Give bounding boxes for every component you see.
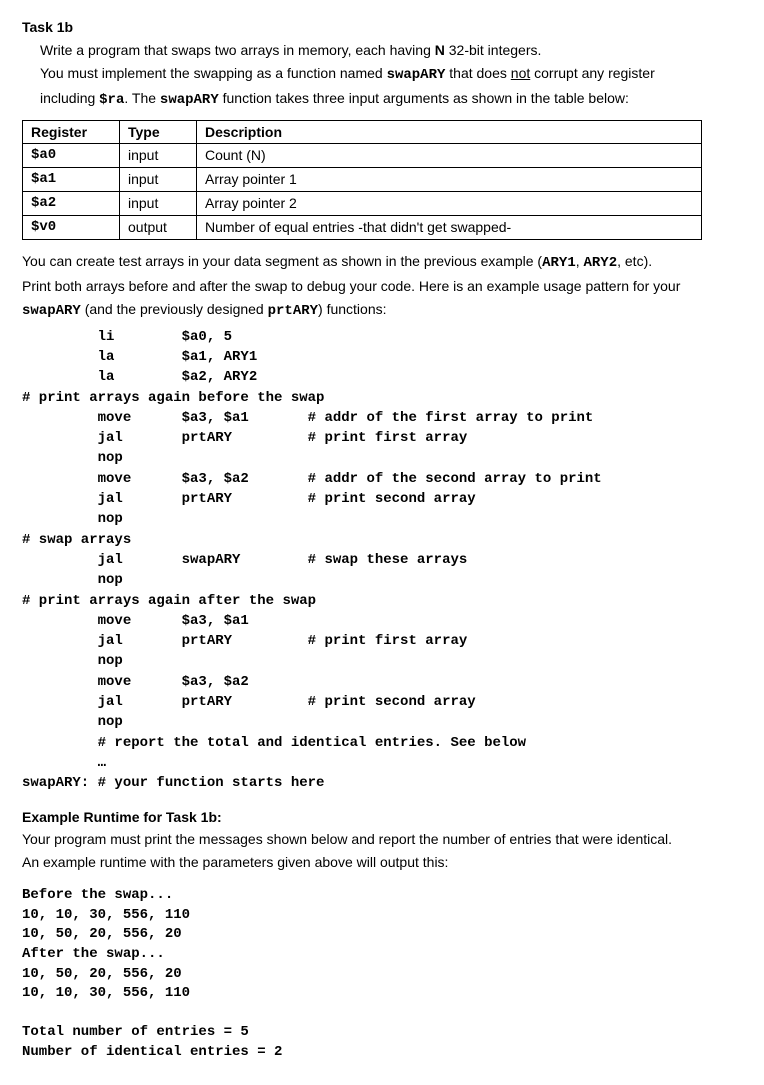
N-symbol: N: [435, 42, 445, 58]
cell-type: input: [120, 192, 197, 216]
table-header-row: Register Type Description: [23, 120, 702, 144]
not-word: not: [511, 65, 530, 81]
ary1: ARY1: [542, 255, 576, 271]
mid-paragraph: You can create test arrays in your data …: [22, 252, 742, 321]
task-line1: Write a program that swaps two arrays in…: [40, 41, 742, 60]
table-row: $v0 output Number of equal entries -that…: [23, 216, 702, 240]
text: Write a program that swaps two arrays in…: [40, 42, 435, 58]
text: including: [40, 90, 99, 106]
col-type: Type: [120, 120, 197, 144]
cell-desc: Array pointer 2: [197, 192, 702, 216]
ra-reg: $ra: [99, 92, 124, 108]
cell-type: input: [120, 168, 197, 192]
code-block: li $a0, 5 la $a1, ARY1 la $a2, ARY2 # pr…: [22, 327, 742, 794]
cell-reg: $v0: [23, 216, 120, 240]
example-heading: Example Runtime for Task 1b:: [22, 808, 742, 827]
ary2: ARY2: [584, 255, 618, 271]
cell-desc: Array pointer 1: [197, 168, 702, 192]
mid-line3: swapARY (and the previously designed prt…: [22, 300, 742, 321]
task-line3: including $ra. The swapARY function take…: [40, 89, 742, 110]
fn-name: swapARY: [160, 92, 219, 108]
task-title: Task 1b: [22, 18, 742, 37]
col-description: Description: [197, 120, 702, 144]
cell-type: output: [120, 216, 197, 240]
example-section: Example Runtime for Task 1b: Your progra…: [22, 808, 742, 873]
mid-line1: You can create test arrays in your data …: [22, 252, 742, 273]
text: (and the previously designed: [81, 301, 268, 317]
cell-desc: Number of equal entries -that didn't get…: [197, 216, 702, 240]
register-table: Register Type Description $a0 input Coun…: [22, 120, 702, 240]
text: 32-bit integers.: [445, 42, 542, 58]
task-line2: You must implement the swapping as a fun…: [40, 64, 742, 85]
table-row: $a1 input Array pointer 1: [23, 168, 702, 192]
cell-reg: $a1: [23, 168, 120, 192]
text: You must implement the swapping as a fun…: [40, 65, 387, 81]
fn-name: prtARY: [268, 303, 318, 319]
text: corrupt any register: [530, 65, 655, 81]
task-header: Task 1b Write a program that swaps two a…: [22, 18, 742, 110]
text: You can create test arrays in your data …: [22, 253, 542, 269]
cell-reg: $a0: [23, 144, 120, 168]
fn-name: swapARY: [22, 303, 81, 319]
mid-line2: Print both arrays before and after the s…: [22, 277, 742, 296]
text: . The: [124, 90, 160, 106]
col-register: Register: [23, 120, 120, 144]
text: ) functions:: [318, 301, 386, 317]
cell-type: input: [120, 144, 197, 168]
example-p2: An example runtime with the parameters g…: [22, 853, 742, 872]
text: , etc).: [617, 253, 652, 269]
cell-reg: $a2: [23, 192, 120, 216]
fn-name: swapARY: [387, 67, 446, 83]
table-row: $a0 input Count (N): [23, 144, 702, 168]
output-block: Before the swap... 10, 10, 30, 556, 110 …: [22, 886, 742, 1062]
text: function takes three input arguments as …: [219, 90, 629, 106]
example-p1: Your program must print the messages sho…: [22, 830, 742, 849]
table-row: $a2 input Array pointer 2: [23, 192, 702, 216]
text: ,: [576, 253, 584, 269]
text: that does: [445, 65, 510, 81]
cell-desc: Count (N): [197, 144, 702, 168]
